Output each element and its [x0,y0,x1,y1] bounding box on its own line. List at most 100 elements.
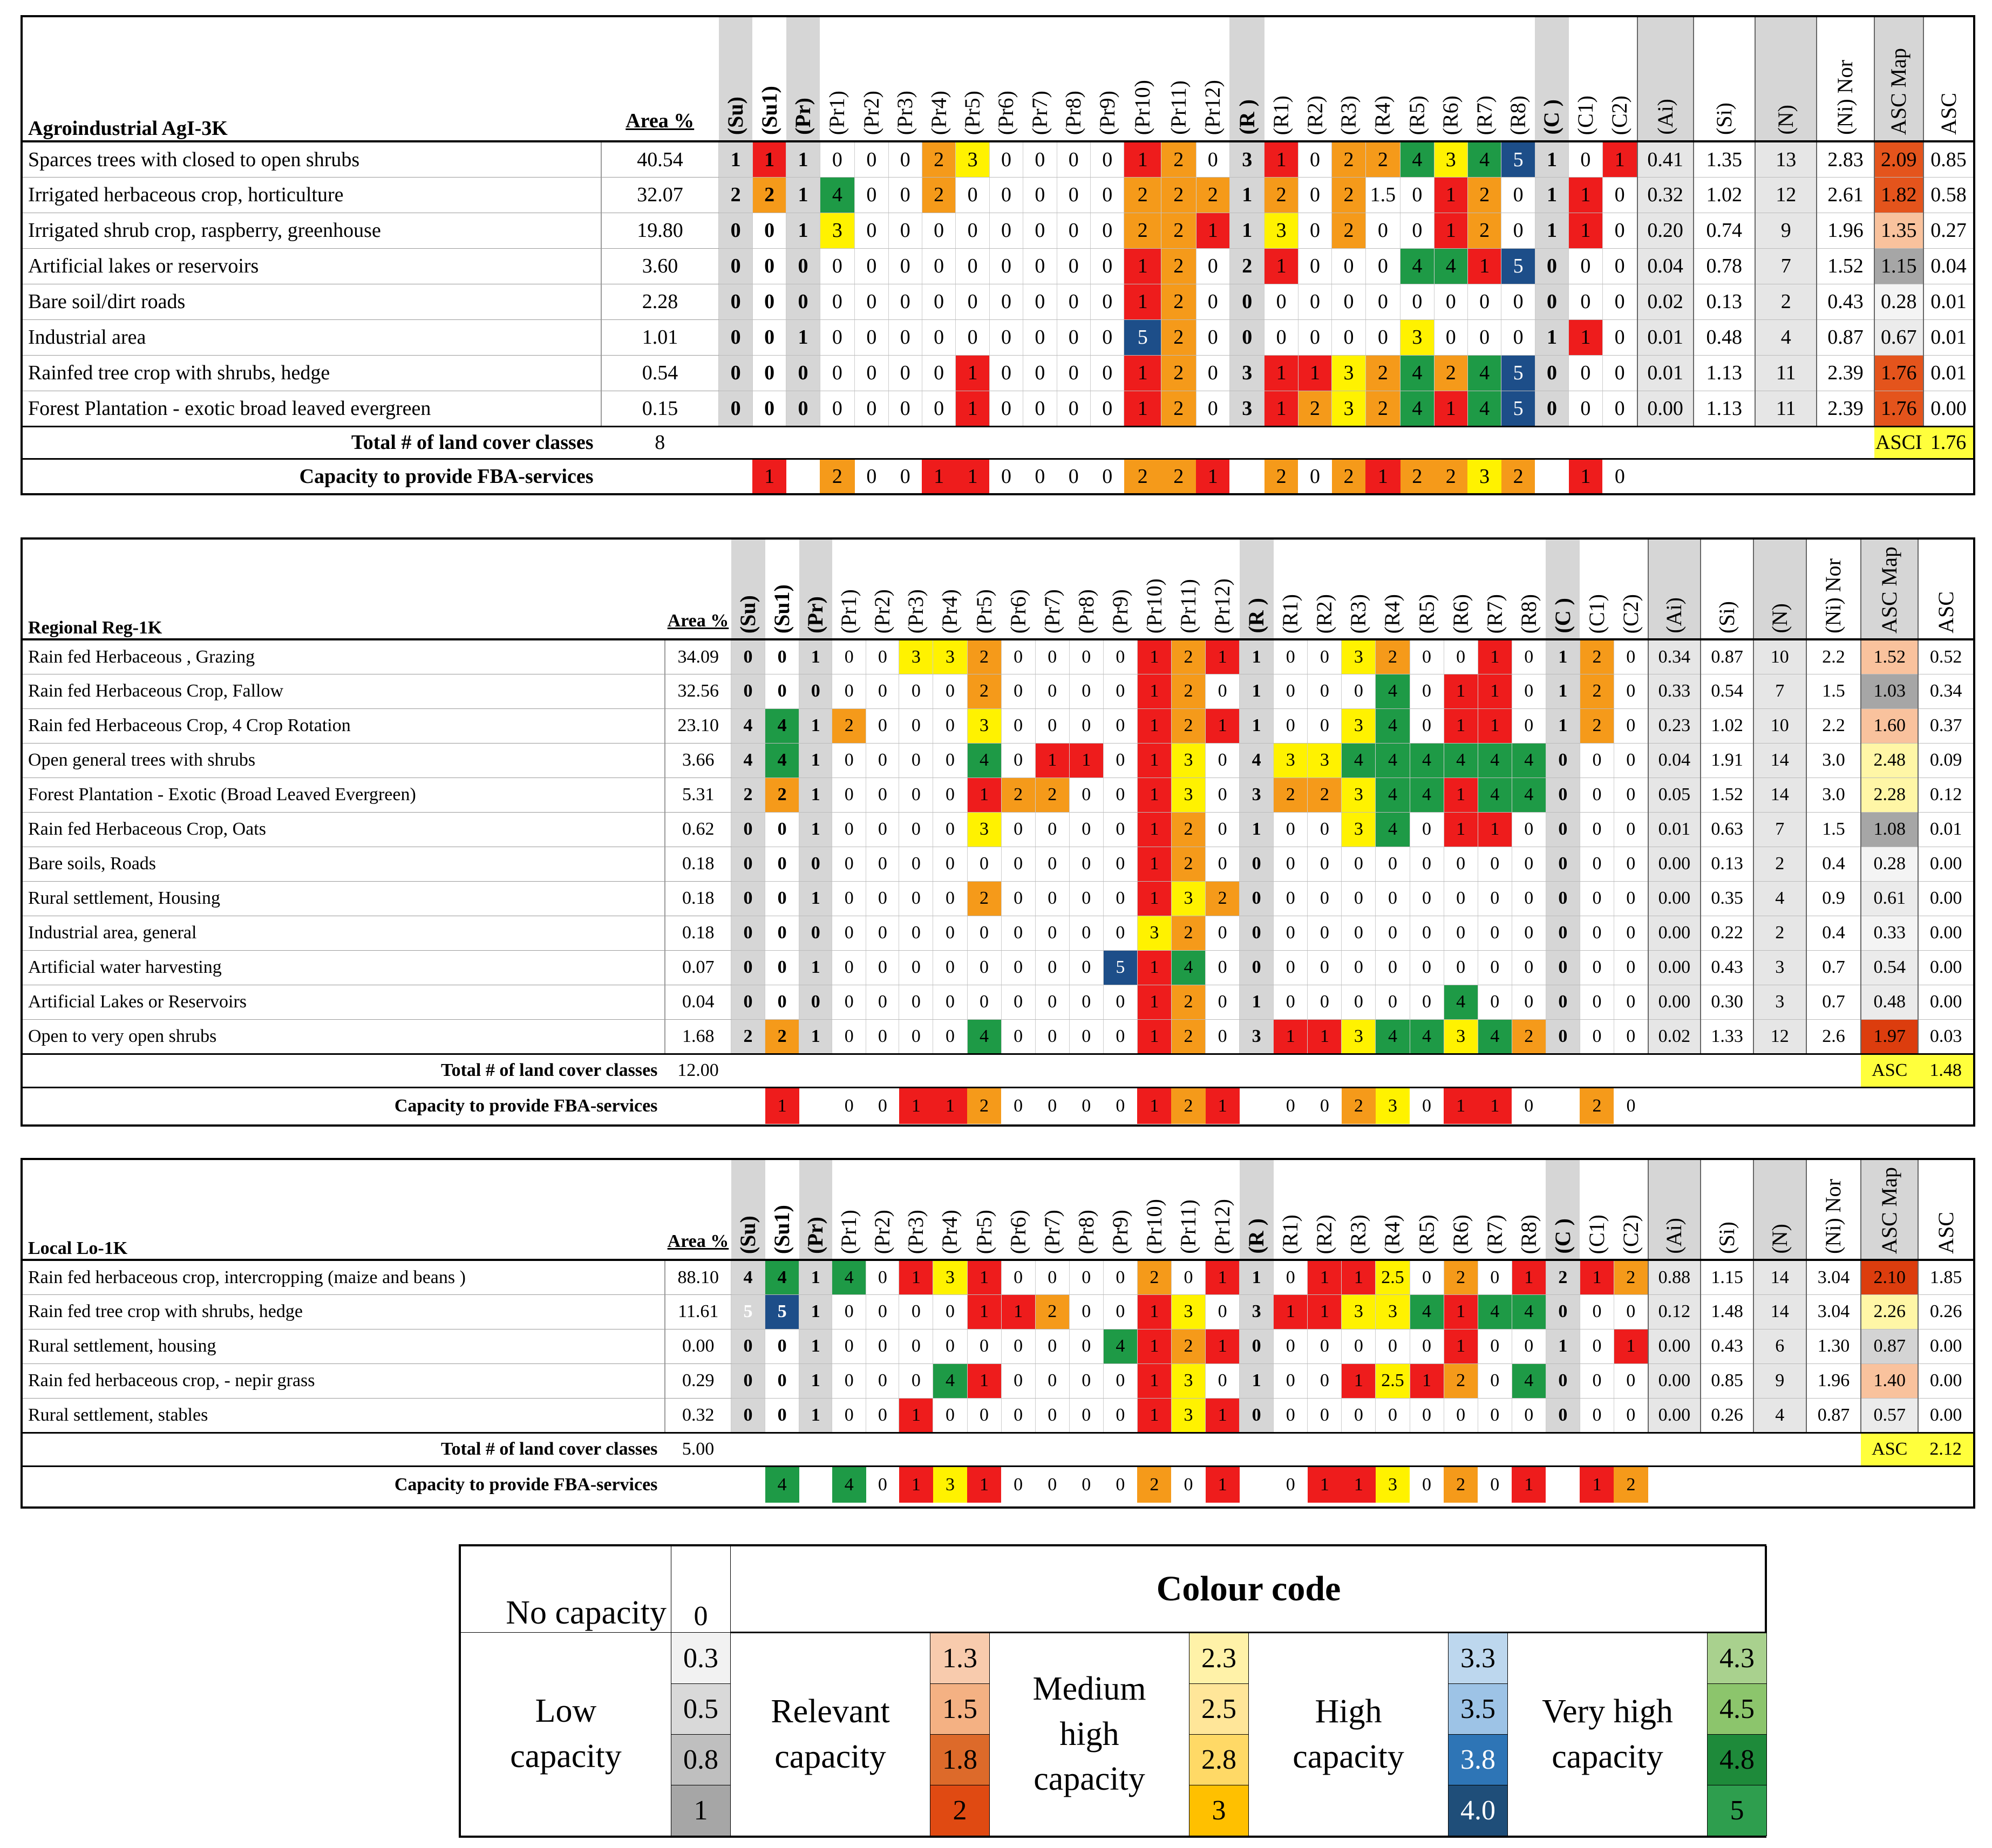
column-header-label: (R1) [1269,95,1294,135]
capacity-cell: 0 [1273,1398,1308,1433]
capacity-cell: 0 [1035,950,1070,985]
column-header-r8: (R8) [1501,17,1535,142]
column-header-label: (Pr1) [837,1209,861,1254]
capacity-cell: 2 [1161,391,1196,427]
stat-ai: 0.88 [1647,1260,1701,1295]
stat-si: 1.91 [1700,743,1753,778]
capacity-cell: 3 [933,1260,967,1295]
empty-cell [1512,1053,1546,1087]
stat-asc: 0.27 [1923,213,1973,249]
table-row: Artificial water harvesting 0.07 0 0 1 0 0 0 0 0 0… [23,950,1973,985]
capacity-cell: 0 [1205,950,1240,985]
capacity-cell: 0 [1273,847,1308,882]
empty-cell [718,425,753,459]
capacity-cell: 1 [1443,812,1478,847]
column-header-label: (Pr9) [1107,589,1132,633]
capacity-cell: 0 [1375,847,1410,882]
land-cover-name: Bare soils, Roads [23,847,665,882]
empty-cell [1069,1431,1104,1466]
stat-n: 6 [1752,1329,1806,1364]
capacity-cell: 0 [1477,1260,1512,1295]
capacity-cell: 0 [1056,355,1091,391]
capacity-cell: 1 [799,1398,832,1433]
capacity-cell: 0 [899,1363,933,1399]
empty-cell [1535,425,1569,459]
capacity-cell: 0 [1273,916,1308,951]
stat-header-ai: (Ai) [1647,540,1701,640]
capacity-cell: 0 [1613,639,1648,674]
empty-cell [1753,1431,1806,1466]
capacity-cell: 0 [1023,177,1057,213]
asci-label: ASCI [1874,425,1924,459]
column-header-pr12: (Pr12) [1196,17,1230,142]
capacity-cell: 0 [1103,1294,1138,1329]
capacity-cell: 1 [899,1260,933,1295]
fba-capacity-cell: 0 [1410,1086,1444,1124]
column-header-pr10: (Pr10) [1137,1160,1172,1261]
column-header-label: (R8) [1506,95,1531,135]
capacity-cell: 2 [1195,177,1230,213]
stat-ai: 0.00 [1647,1398,1701,1433]
fba-capacity-cell: 3 [933,1465,967,1503]
capacity-cell: 0 [731,812,765,847]
capacity-cell: 0 [786,248,820,284]
column-header-label: (R ) [1234,99,1259,135]
capacity-cell: 0 [933,881,967,916]
column-header-r8: (R8) [1512,1160,1546,1261]
capacity-cell: 1 [1579,1260,1614,1295]
capacity-cell: 2 [1161,355,1196,391]
stat-n: 10 [1752,708,1806,744]
capacity-cell: 2 [731,778,765,813]
column-header-label: (Pr7) [1027,90,1052,135]
capacity-cell: 0 [1568,355,1603,391]
capacity-cell: 0 [1511,1329,1546,1364]
fba-capacity-cell: 0 [1171,1465,1206,1503]
empty-cell [765,1431,799,1466]
stat-map: 1.03 [1860,674,1919,709]
capacity-cell: 0 [1443,847,1478,882]
stat-ni: 3.0 [1805,743,1861,778]
empty-cell [1693,425,1755,459]
capacity-cell: 0 [1056,319,1091,356]
stat-map: 2.09 [1873,141,1924,178]
fba-capacity-cell: 0 [1035,1086,1070,1124]
capacity-cell: 0 [1433,319,1468,356]
capacity-cell: 0 [1035,674,1070,709]
capacity-cell: 0 [1579,743,1614,778]
fba-capacity-cell: 1 [1478,1086,1512,1124]
capacity-cell: 0 [1602,248,1637,284]
table-row: Rain fed Herbaceous Crop, 4 Crop Rotatio… [23,708,1973,744]
fba-capacity-cell: 0 [1273,1465,1308,1503]
capacity-cell: 0 [832,916,866,951]
empty-cell [1755,425,1817,459]
stat-map: 0.61 [1860,881,1919,916]
empty-cell [1035,1053,1070,1087]
capacity-cell: 0 [718,248,753,284]
column-header-pr11: (Pr11) [1171,540,1206,640]
column-header-label: (C2) [1607,95,1631,135]
capacity-cell: 0 [1307,1329,1342,1364]
capacity-cell: 2 [1365,391,1400,427]
capacity-cell: 0 [1467,284,1501,320]
stat-header-ninor: (Ni) Nor [1805,1160,1861,1261]
capacity-cell: 0 [765,812,799,847]
table-row: Rain fed Herbaceous Crop, Oats 0.62 0 0 1 0 0 0… [23,812,1973,847]
land-cover-name: Rain fed Herbaceous Crop, Fallow [23,674,665,709]
column-header-pr9: (Pr9) [1103,540,1138,640]
capacity-cell: 0 [1409,881,1444,916]
column-header-pr10: (Pr10) [1124,17,1161,142]
column-header-label: (R ) [1244,1218,1269,1254]
land-cover-name: Artificial Lakes or Reservoirs [23,985,665,1020]
capacity-cell: 0 [1307,639,1342,674]
capacity-cell: 0 [1069,674,1104,709]
capacity-cell: 0 [1205,812,1240,847]
stat-map: 1.97 [1860,1019,1919,1054]
column-header-label: (R1) [1278,594,1303,633]
column-header-r: (R ) [1229,17,1264,142]
legend-swatch: 2.8 [1189,1734,1249,1786]
capacity-cell: 0 [1579,1294,1614,1329]
column-header-label: (R3) [1336,95,1361,135]
capacity-cell: 0 [1069,1294,1104,1329]
capacity-cell: 5 [1103,950,1138,985]
capacity-cell: 0 [1545,847,1580,882]
